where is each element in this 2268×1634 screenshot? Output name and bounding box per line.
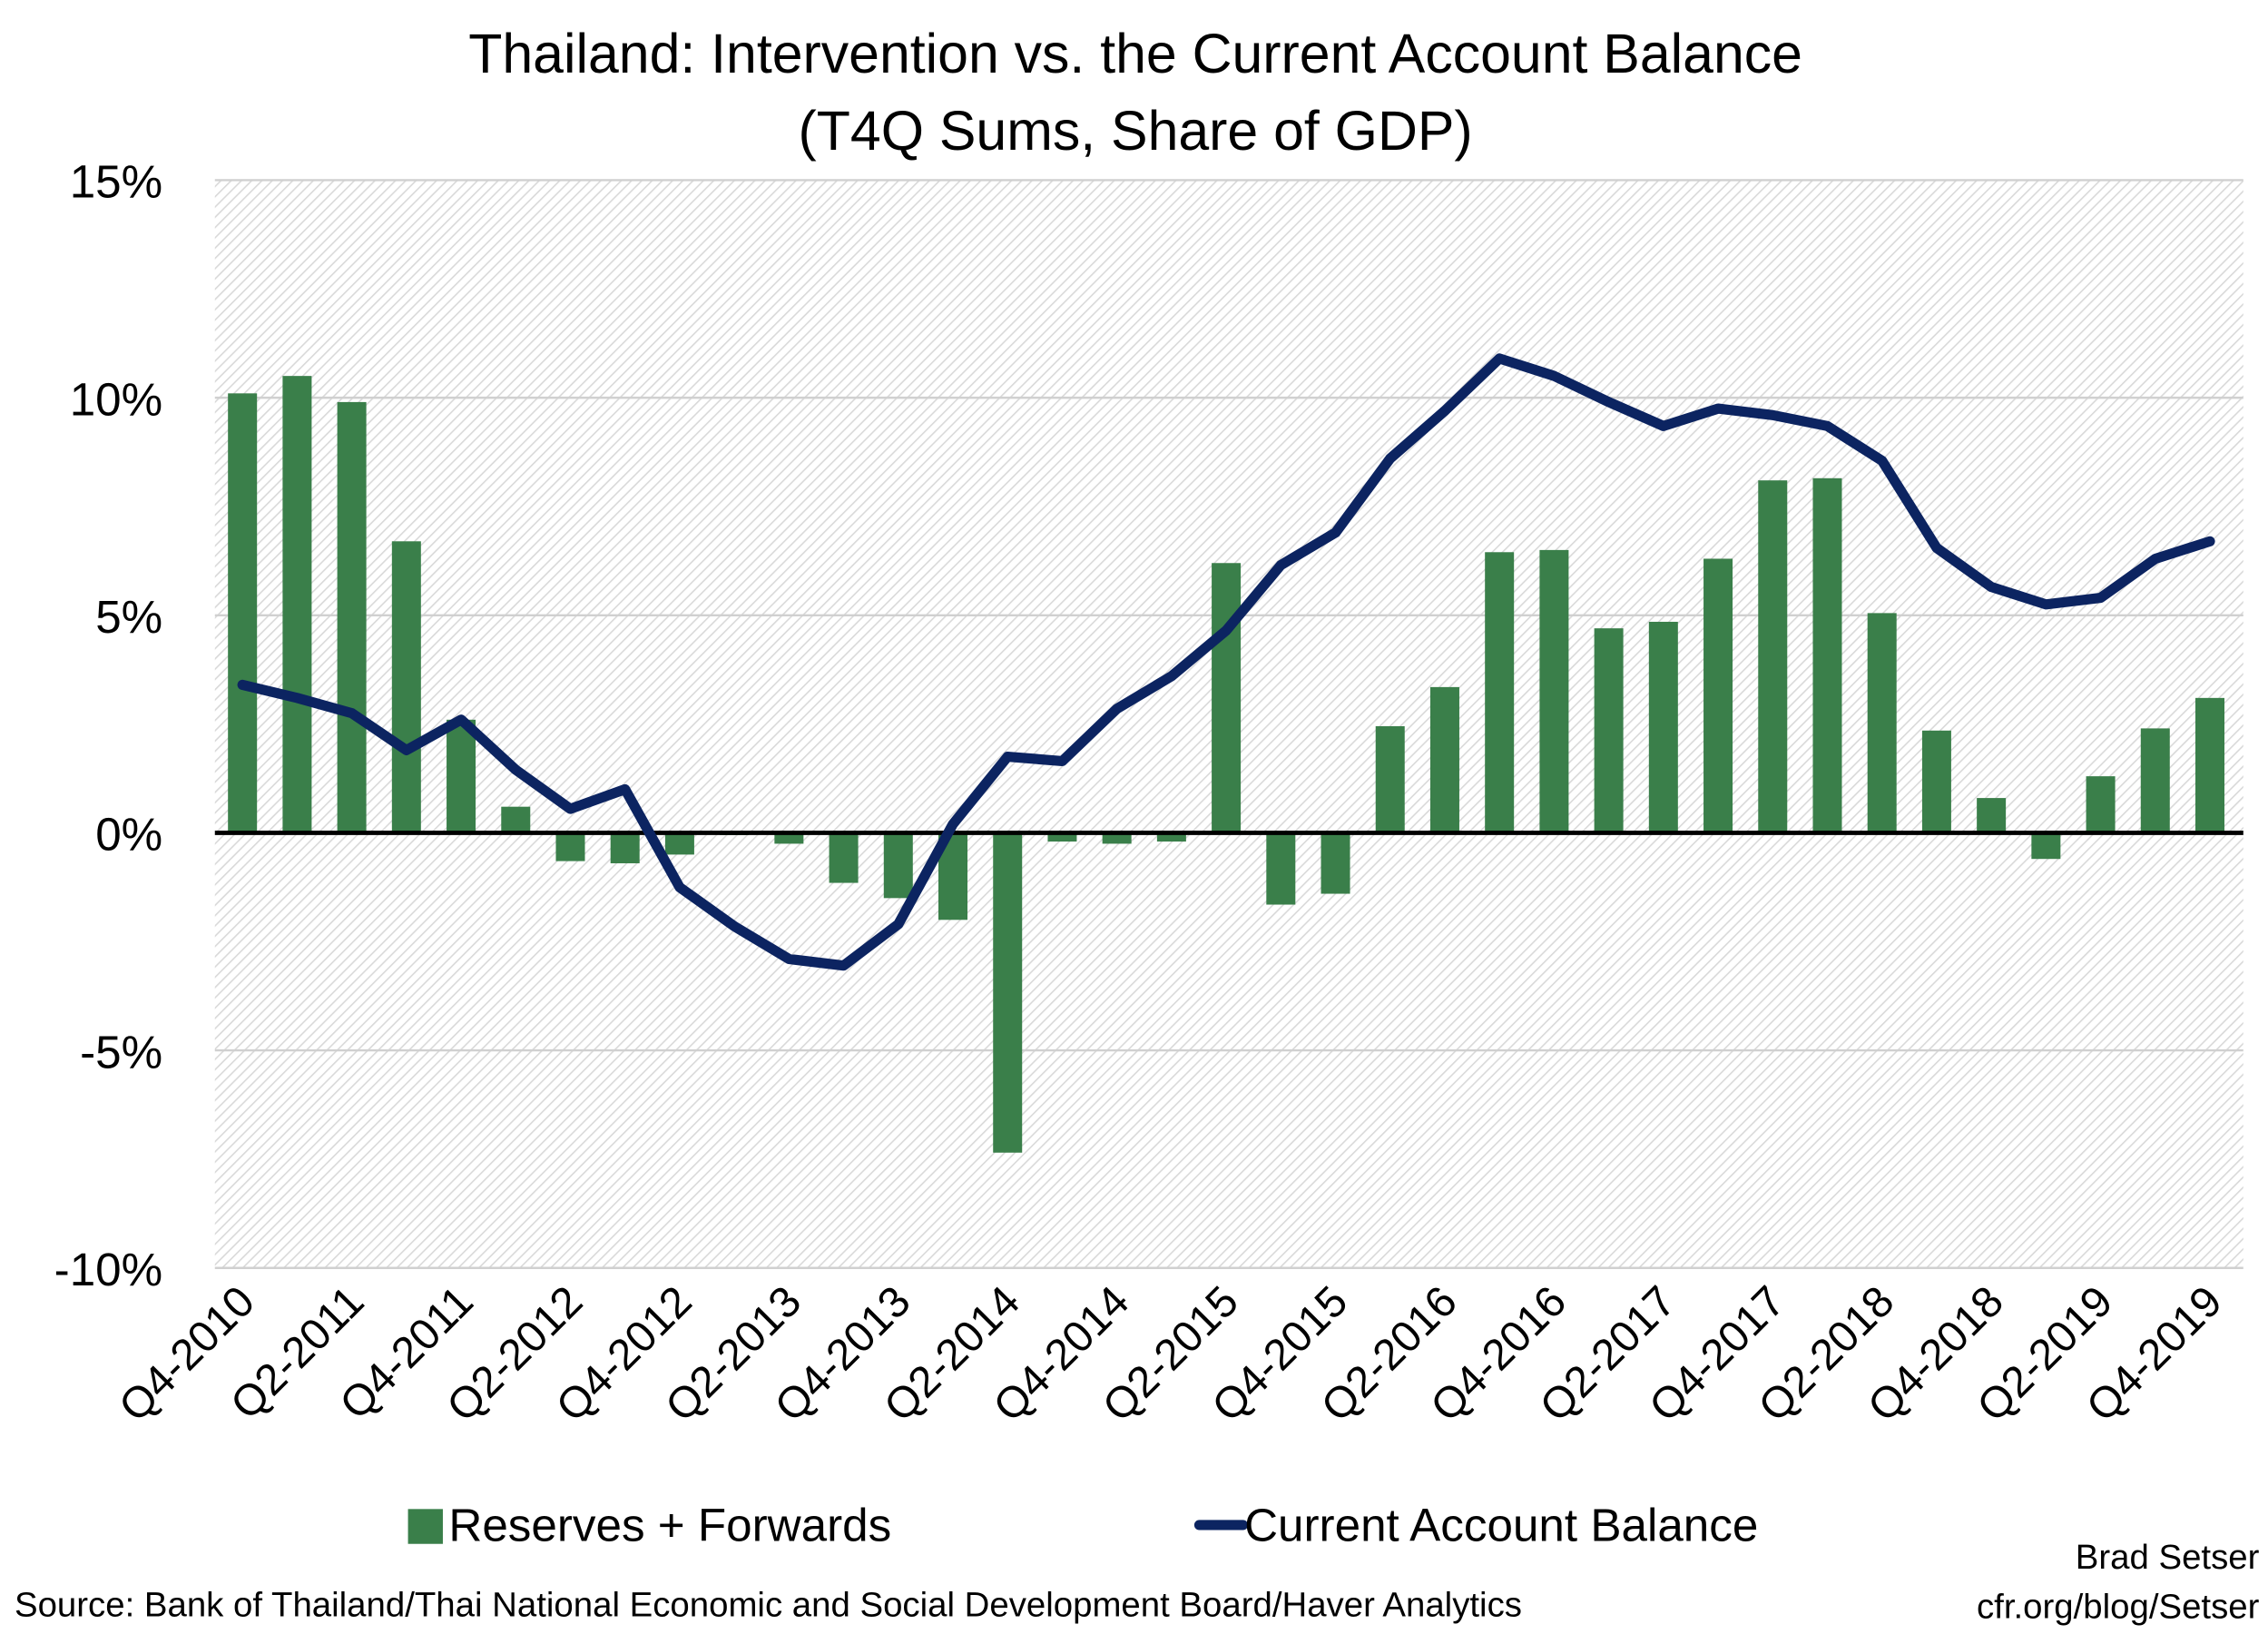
bar-q4-2018 [1977, 798, 2007, 833]
bar-q3-2014 [1047, 832, 1077, 842]
series-line-current-account-balance [237, 353, 2215, 971]
bar-q2-2011 [337, 401, 367, 833]
credit-name: Brad Setser [2076, 1538, 2260, 1577]
bar-q3-2012 [610, 832, 640, 863]
bar-q1-2015 [1156, 832, 1186, 842]
bar-q4-2014 [1102, 832, 1132, 844]
y-tick-label: 0% [95, 809, 162, 861]
bar-q3-2011 [391, 541, 421, 833]
bar-q3-2015 [1266, 832, 1296, 905]
legend: Reserves + Forwards Current Account Bala… [407, 1500, 1758, 1551]
bar-q2-2013 [774, 832, 804, 844]
bar-q3-2018 [1921, 730, 1951, 833]
bar-q1-2012 [501, 806, 531, 833]
bar-q1-2011 [282, 376, 312, 833]
bar-q2-2016 [1429, 686, 1459, 833]
chart-subtitle: (T4Q Sums, Share of GDP) [799, 100, 1473, 162]
y-tick-label: -10% [54, 1244, 162, 1295]
credit-url: cfr.org/blog/Setser [1977, 1587, 2260, 1626]
bar-q1-2017 [1594, 628, 1624, 833]
legend-swatch-reserves [407, 1509, 443, 1544]
bar-q4-2013 [883, 832, 913, 899]
bar-q2-2019 [2086, 776, 2116, 833]
legend-label-reserves: Reserves + Forwards [448, 1500, 891, 1551]
bar-q1-2019 [2031, 832, 2061, 860]
bar-q4-2011 [447, 719, 476, 833]
bar-q4-2017 [1758, 480, 1788, 833]
y-tick-label: 5% [95, 591, 162, 643]
y-tick-label: -5% [80, 1026, 162, 1078]
source-note: Source: Bank of Thailand/Thai National E… [15, 1586, 1522, 1625]
bar-q4-2010 [228, 393, 258, 833]
bar-q4-2019 [2195, 697, 2225, 833]
legend-label-current-account: Current Account Balance [1244, 1500, 1758, 1551]
bar-q2-2018 [1867, 613, 1897, 833]
y-tick-label: 15% [70, 156, 162, 208]
bar-q2-2017 [1648, 621, 1678, 833]
y-tick-label: 10% [70, 373, 162, 425]
bar-q3-2016 [1485, 552, 1515, 833]
bar-q1-2018 [1812, 477, 1842, 833]
bar-q3-2017 [1703, 558, 1733, 833]
chart-title: Thailand: Intervention vs. the Current A… [468, 23, 1802, 84]
bar-q2-2012 [555, 832, 585, 861]
bar-q4-2015 [1321, 832, 1350, 894]
bar-q4-2016 [1539, 549, 1569, 833]
bar-q3-2019 [2140, 728, 2170, 833]
bar-q2-2015 [1212, 563, 1242, 833]
bar-q2-2014 [993, 832, 1023, 1153]
bar-q1-2016 [1375, 726, 1405, 833]
bar-q3-2013 [829, 832, 859, 883]
bar-q4-2012 [664, 832, 694, 855]
